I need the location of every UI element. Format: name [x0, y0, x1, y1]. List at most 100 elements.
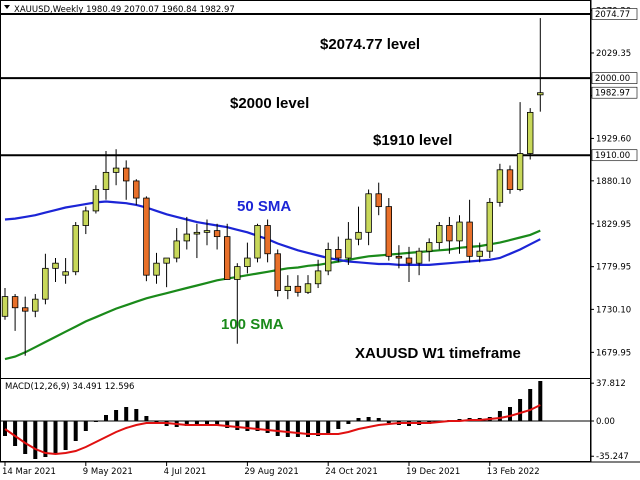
- level-price-box: [591, 149, 638, 162]
- candle-body: [213, 230, 221, 238]
- macd-histogram-bar: [225, 421, 230, 428]
- current-price-label: 1982.97: [595, 89, 630, 99]
- candle-body: [244, 257, 251, 268]
- price-tick-label: 1730.10: [596, 305, 631, 315]
- macd-histogram-bar: [194, 421, 199, 425]
- candle-body: [173, 240, 180, 259]
- candle-body: [496, 169, 504, 203]
- candle-body: [365, 193, 372, 233]
- level-1910-annotation: $1910 level: [373, 132, 452, 149]
- price-tick-label: 1929.60: [596, 134, 631, 144]
- macd-histogram-bar: [376, 418, 381, 421]
- price-tick-label: 2029.35: [596, 49, 631, 59]
- candle-body: [466, 221, 473, 257]
- macd-histogram-bar: [73, 421, 78, 441]
- sma100-label: 100 SMA: [221, 316, 284, 333]
- level-lines: [0, 13, 591, 157]
- macd-histogram-bar: [33, 421, 38, 459]
- level-price-label: 2000.00: [595, 74, 630, 84]
- price-tick-label: 1829.95: [596, 220, 631, 230]
- candle-body: [294, 285, 302, 293]
- macd-histogram-bar: [134, 409, 139, 421]
- macd-histogram-bar: [275, 421, 280, 436]
- level-price-label: 1910.00: [595, 151, 630, 161]
- candle-body: [456, 221, 463, 242]
- timeframe-label: XAUUSD W1 timeframe: [355, 345, 521, 362]
- macd-histogram-bar: [508, 407, 512, 421]
- macd-histogram-bar: [23, 421, 28, 454]
- candle-body: [324, 249, 332, 272]
- macd-histogram-bar: [245, 421, 250, 431]
- candle-body: [395, 255, 403, 259]
- price-tick-label: 1880.10: [596, 177, 631, 187]
- candle-body: [133, 180, 140, 199]
- macd-histogram-bar: [265, 421, 270, 433]
- level-2000-annotation: $2000 level: [230, 95, 309, 112]
- macd-histogram-bar: [295, 421, 300, 437]
- time-tick-label: 13 Feb 2022: [487, 467, 540, 477]
- macd-histogram-bar: [13, 421, 18, 446]
- candle-body: [385, 206, 392, 257]
- candle-body: [62, 271, 69, 276]
- candle-body: [335, 249, 342, 259]
- candle-body: [42, 267, 49, 300]
- macd-histogram-bar: [326, 421, 331, 434]
- candle-body: [193, 231, 201, 235]
- macd-histogram-bar: [336, 421, 341, 429]
- candle-body: [82, 210, 89, 226]
- candle-body: [183, 233, 190, 242]
- macd-histogram-bar: [63, 421, 68, 450]
- candle-body: [476, 250, 483, 257]
- macd-histogram-bar: [386, 421, 391, 423]
- candle-body: [112, 167, 120, 173]
- candle-body: [234, 266, 241, 280]
- candle-body: [72, 225, 79, 273]
- candle-body: [223, 236, 231, 280]
- macd-histogram-bar: [285, 421, 290, 437]
- candle-body: [516, 153, 524, 190]
- candle-body: [203, 230, 211, 233]
- price-tick-label: 1779.95: [596, 263, 631, 273]
- macd-signal-line: [4, 404, 541, 456]
- candle-body: [436, 225, 443, 244]
- level-price-label: 2074.77: [595, 10, 630, 20]
- candle-body: [345, 238, 352, 259]
- level-price-box: [591, 72, 638, 84]
- macd-histogram-bar: [255, 421, 260, 431]
- candle-body: [415, 250, 423, 264]
- macd-histogram-bar: [528, 389, 533, 421]
- dropdown-arrow-icon[interactable]: [4, 5, 10, 9]
- symbol-header: XAUUSD,Weekly 1980.49 2070.07 1960.84 19…: [14, 5, 235, 15]
- macd-histogram-bar: [3, 421, 7, 436]
- candle-body: [11, 296, 19, 309]
- candle-body: [304, 283, 312, 293]
- candle-body: [254, 225, 261, 259]
- macd-histogram-bar: [205, 421, 209, 425]
- macd-histogram-bar: [83, 421, 88, 431]
- candle-body: [264, 225, 271, 255]
- time-tick-label: 19 Dec 2021: [406, 467, 460, 477]
- candle-body: [284, 285, 291, 292]
- macd-histogram-bar: [366, 417, 371, 421]
- candle-body: [153, 262, 160, 276]
- macd-histogram-bar: [316, 421, 321, 436]
- candle-body: [274, 253, 281, 292]
- level-price-box: [591, 8, 638, 20]
- candle-body: [527, 111, 534, 154]
- candle-body: [32, 298, 39, 312]
- macd-histogram-bar: [215, 421, 220, 426]
- sma50-label: 50 SMA: [237, 198, 291, 215]
- candle-body: [143, 197, 150, 276]
- macd-histogram-bar: [497, 411, 502, 421]
- macd-tick-label: 37.812: [596, 379, 626, 389]
- macd-tick-label: -35.247: [596, 452, 629, 462]
- candle-body: [163, 257, 170, 264]
- macd-histogram-bar: [306, 421, 310, 437]
- price-axis: 2079.202029.351979.501929.601880.101829.…: [590, 0, 638, 462]
- candle-body: [123, 167, 130, 182]
- macd-histogram-bar: [346, 421, 351, 424]
- macd-histogram-bar: [93, 421, 98, 422]
- macd-histogram-bar: [124, 407, 129, 421]
